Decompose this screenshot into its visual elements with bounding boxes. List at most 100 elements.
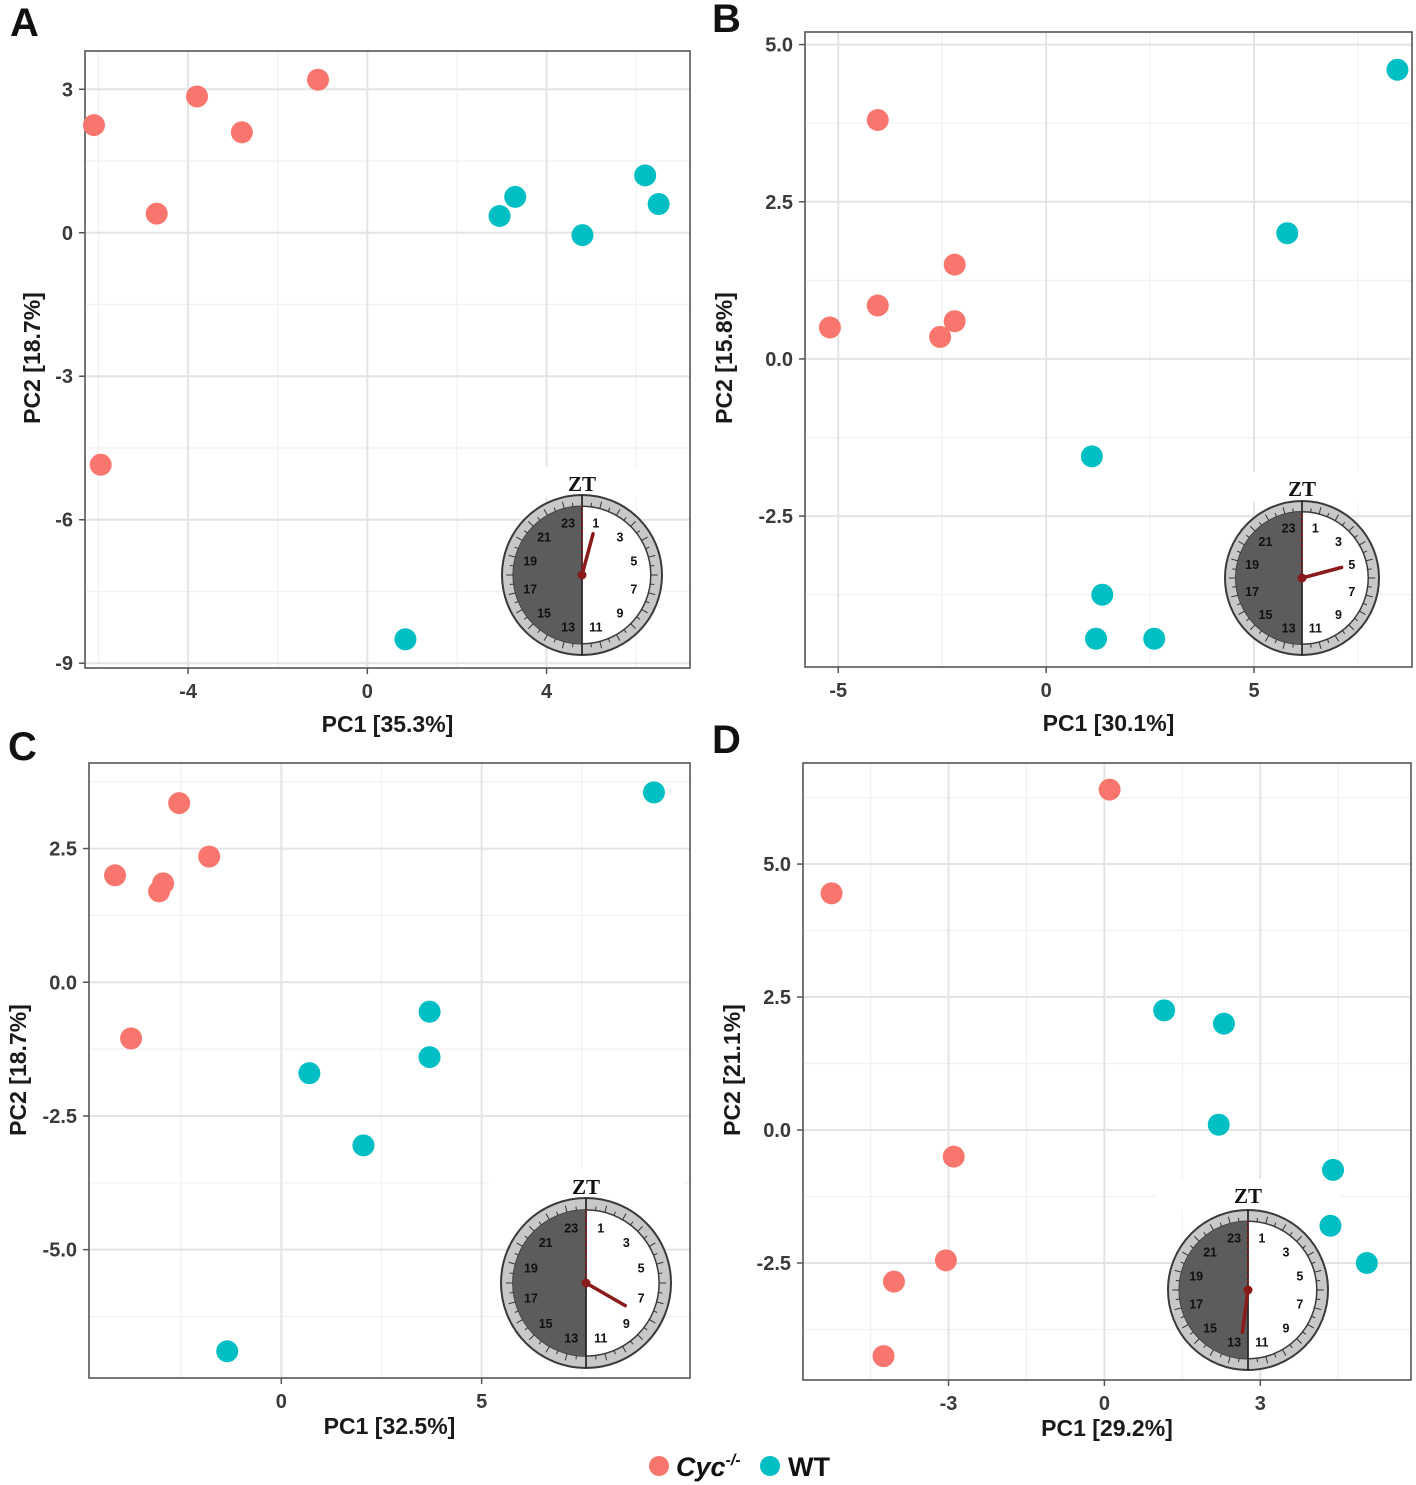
- clock-tick: [1231, 558, 1239, 562]
- clock-tick: [623, 516, 627, 521]
- clock-hour-label: 15: [1259, 608, 1273, 622]
- clock-hour-label: 1: [597, 1221, 604, 1235]
- clock-tick: [648, 554, 656, 558]
- clock-tick: [1310, 643, 1312, 648]
- clock-tick: [1367, 586, 1372, 588]
- data-point-wt: [504, 185, 527, 208]
- clock-tick: [509, 583, 514, 585]
- y-axis-title: PC2 [21.1%]: [719, 1004, 745, 1136]
- clock-title-background: [490, 467, 674, 497]
- panel-letter: A: [10, 1, 39, 45]
- data-point-cyc: [866, 294, 889, 317]
- x-tick-label: 5: [1248, 680, 1259, 702]
- clock-tick: [508, 554, 516, 558]
- clock-tick: [1232, 568, 1237, 570]
- clock-tick: [1365, 594, 1373, 598]
- clock-tick: [1296, 1338, 1302, 1344]
- clock-tick: [1281, 1224, 1287, 1231]
- x-tick-label: 3: [1255, 1393, 1266, 1415]
- clock-tick: [514, 1253, 519, 1256]
- clock-tick: [607, 507, 611, 512]
- clock-hand: [580, 532, 595, 577]
- clock-center: [577, 570, 587, 580]
- clock-hour-label: 17: [524, 1291, 538, 1305]
- clock-tick: [599, 641, 603, 649]
- clock-hour-label: 5: [638, 1262, 645, 1276]
- clock-tick: [653, 1310, 658, 1313]
- y-tick-label: 0.0: [765, 349, 793, 371]
- plot-border: [802, 762, 1412, 1381]
- clock-tick: [528, 623, 534, 629]
- clock-hour-label: 7: [1348, 585, 1355, 599]
- clock-tick: [1227, 1356, 1231, 1364]
- clock-tick: [523, 616, 528, 620]
- clock-hour-label: 15: [1203, 1321, 1217, 1335]
- clock-tick: [1258, 630, 1263, 635]
- y-tick-label: -3: [55, 366, 73, 388]
- data-point-cyc: [882, 1270, 905, 1293]
- clock-tick: [575, 1355, 577, 1360]
- data-point-cyc: [230, 121, 253, 144]
- data-point-wt: [394, 628, 417, 651]
- clock-hour-label: 11: [589, 620, 602, 634]
- clock-tick: [1182, 1251, 1189, 1257]
- clock-hour-label: 5: [1296, 1270, 1303, 1284]
- data-point-wt: [418, 1046, 441, 1069]
- clock-tick: [524, 1327, 529, 1331]
- clock-hour-label: 3: [616, 531, 623, 545]
- y-tick-label: 2.5: [763, 987, 791, 1009]
- clock-tick: [595, 1206, 597, 1211]
- clock-tick: [1256, 1358, 1258, 1363]
- clock-tick: [1362, 602, 1368, 606]
- clock-tick: [516, 1242, 523, 1247]
- data-point-wt: [216, 1340, 239, 1363]
- data-point-cyc: [934, 1249, 957, 1272]
- y-tick-label: -6: [55, 510, 73, 532]
- clock-hour-label: 19: [1189, 1270, 1203, 1284]
- clock-tick: [572, 502, 574, 507]
- clock-tick: [1232, 586, 1237, 588]
- clock-tick: [1174, 1269, 1182, 1273]
- y-axis-title: PC2 [15.8%]: [711, 292, 737, 424]
- clock-tick: [537, 629, 541, 634]
- clock-tick: [656, 1301, 664, 1305]
- clock-tick: [529, 1334, 535, 1340]
- clock-tick: [508, 1301, 516, 1305]
- clock-tick: [1354, 617, 1359, 622]
- data-point-wt: [488, 205, 511, 228]
- clock-tick: [630, 521, 636, 527]
- clock-tick: [1289, 1231, 1293, 1236]
- data-point-cyc: [929, 325, 952, 348]
- clock-title: ZT: [1288, 477, 1316, 501]
- clock-tick: [645, 546, 650, 550]
- clock-tick: [1256, 1217, 1258, 1222]
- data-point-wt: [571, 224, 594, 247]
- clock-hour-label: 7: [638, 1291, 645, 1305]
- clock-tick: [538, 1340, 542, 1345]
- clock-tick: [1231, 594, 1239, 598]
- clock-hand: [584, 1281, 627, 1308]
- clock-tick: [599, 501, 603, 509]
- clock-tick: [516, 536, 523, 542]
- x-tick-label: 4: [541, 681, 553, 703]
- clock-hour-label: 21: [1259, 535, 1273, 549]
- clock-hour-label: 23: [1227, 1232, 1241, 1246]
- clock-tick: [1289, 1344, 1293, 1349]
- clock-title-background: [1213, 472, 1391, 502]
- clock-hour-label: 19: [523, 555, 537, 569]
- x-axis-title: PC1 [35.3%]: [322, 711, 454, 737]
- clock-hour-label: 11: [594, 1332, 607, 1346]
- clock-tick: [1238, 1358, 1240, 1363]
- y-axis-title: PC2 [18.7%]: [5, 1004, 31, 1136]
- data-point-wt: [1355, 1251, 1378, 1274]
- data-point-wt: [1091, 583, 1114, 606]
- data-point-wt: [647, 193, 670, 216]
- clock-tick: [1282, 641, 1286, 649]
- clock-tick: [545, 1346, 550, 1353]
- data-point-cyc: [943, 310, 966, 333]
- panel-letter: D: [712, 718, 741, 762]
- plot-border: [804, 31, 1413, 668]
- clock-tick: [1249, 624, 1256, 631]
